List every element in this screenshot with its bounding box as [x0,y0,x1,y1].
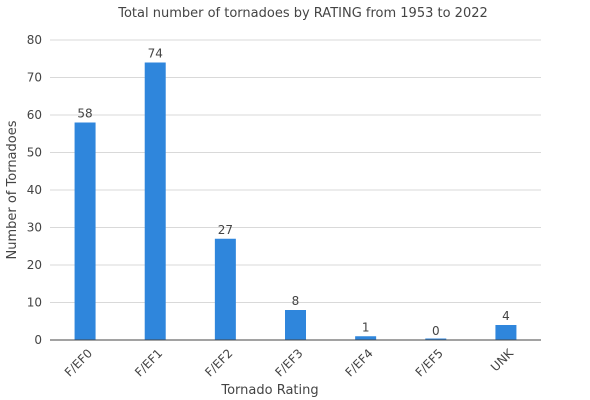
bar [425,338,447,340]
x-axis-title: Tornado Rating [220,383,318,398]
bar-value-label: 4 [502,309,510,323]
bar [285,310,306,340]
y-tick-label: 0 [34,333,42,347]
x-tick-label: F/EF2 [202,346,235,379]
x-tick-label: UNK [488,345,517,374]
y-tick-label: 60 [27,108,42,122]
y-axis-title: Number of Tornadoes [5,120,20,259]
bars [74,62,517,340]
y-tick-label: 50 [27,146,42,160]
bar-value-label: 8 [292,294,300,308]
bar [144,62,166,340]
bar-value-label: 27 [218,223,233,237]
x-axis-ticks: F/EF0 F/EF1 F/EF2 F/EF3 F/EF4 F/EF5 UNK [62,345,517,379]
y-tick-label: 70 [27,71,42,85]
x-tick-label: F/EF0 [62,346,95,379]
y-axis-ticks: 0 10 20 30 40 50 60 70 80 [27,33,42,347]
bar-value-label: 0 [432,324,440,338]
bar [495,325,517,340]
y-tick-label: 10 [27,296,42,310]
x-tick-label: F/EF3 [272,346,305,379]
y-tick-label: 80 [27,33,42,47]
bar [355,336,377,340]
bar [74,122,96,340]
x-tick-label: F/EF4 [342,346,375,379]
x-tick-label: F/EF5 [413,346,446,379]
chart-title: Total number of tornadoes by RATING from… [117,6,488,21]
bar-value-label: 74 [148,47,163,61]
y-tick-label: 20 [27,258,42,272]
bar-value-label: 1 [362,320,370,334]
bar [214,238,236,340]
y-tick-label: 30 [27,221,42,235]
y-tick-label: 40 [27,183,42,197]
x-tick-label: F/EF1 [132,346,165,379]
bar-value-label: 58 [77,107,92,121]
data-labels: 58 74 27 8 1 0 4 [77,47,509,339]
gridlines [50,39,541,303]
